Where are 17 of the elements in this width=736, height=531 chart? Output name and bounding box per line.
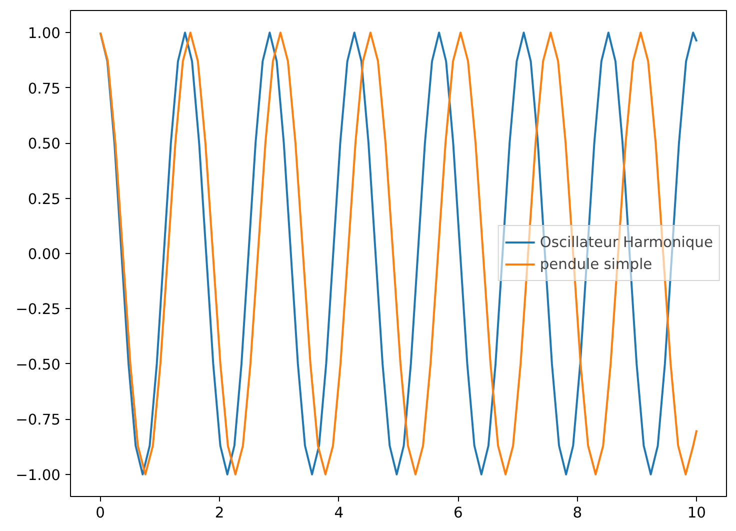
y-tick-label: −0.50 xyxy=(16,356,61,374)
y-tick-label: −1.00 xyxy=(16,466,61,484)
x-tick-label: 0 xyxy=(96,504,105,522)
y-tick-label: 0.75 xyxy=(28,80,61,98)
x-tick-label: 10 xyxy=(687,504,706,522)
x-tick-label: 6 xyxy=(453,504,463,522)
y-tick-label: −0.75 xyxy=(16,412,61,429)
y-tick-label: 0.00 xyxy=(28,246,61,263)
y-tick-label: 0.50 xyxy=(28,136,61,153)
y-tick-label: −0.25 xyxy=(16,301,61,318)
x-tick-label: 8 xyxy=(572,504,582,522)
y-tick-label: 1.00 xyxy=(28,25,61,42)
y-tick-label: 0.25 xyxy=(28,190,61,208)
x-tick-label: 4 xyxy=(334,504,344,522)
x-tick-label: 2 xyxy=(214,504,224,522)
legend-label: Oscillateur Harmonique xyxy=(540,234,713,250)
legend-label: pendule simple xyxy=(540,256,652,272)
